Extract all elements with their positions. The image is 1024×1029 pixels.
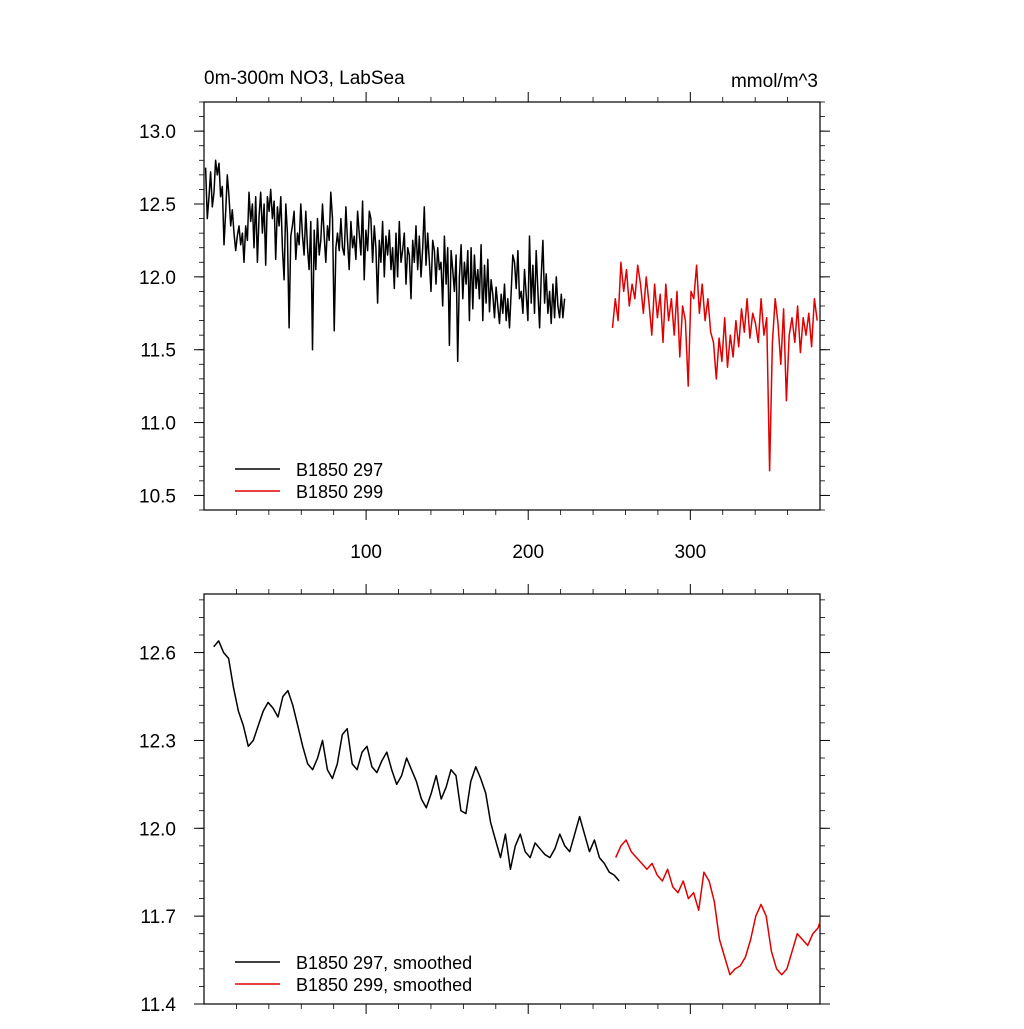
series-line-b1850-297-smoothed [213,640,620,882]
bottom-panel: 11.4 11.7 12.0 12.3 12.6 B1850 297, smoothed… [139,584,830,1016]
series-line-b1850-299 [611,261,818,472]
legend-label-b1850-299-smoothed: B1850 299, smoothed [296,975,472,995]
series-line-b1850-299-smoothed [615,839,821,976]
top-series-lines [204,159,818,472]
bottom-plot-frame [203,593,821,1005]
bottom-ytick-label: 12.0 [139,819,176,840]
bottom-ytick-label: 12.3 [139,731,176,752]
bottom-series-lines [213,640,821,976]
top-legend: B1850 297 B1850 299 [235,460,383,502]
bottom-ytick-label: 12.6 [139,644,176,665]
top-chart-title: 0m-300m NO3, LabSea [204,68,405,89]
top-panel: 10.5 11.0 11.5 12.0 12.5 13.0 100 200 300 0m-300… [139,68,830,563]
top-ytick-label: 12.5 [139,195,176,216]
top-ytick-label: 10.5 [139,486,176,507]
bottom-ytick-label: 11.4 [140,995,176,1016]
legend-label-b1850-297: B1850 297 [296,460,383,480]
top-xtick-label: 300 [674,542,706,563]
legend-label-b1850-299: B1850 299 [296,482,383,502]
top-ytick-label: 11.5 [140,341,176,362]
bottom-ytick-label: 11.7 [140,907,176,928]
bottom-axes: 11.4 11.7 12.0 12.3 12.6 [139,584,830,1016]
legend-label-b1850-297-smoothed: B1850 297, smoothed [296,953,472,973]
top-xtick-label: 200 [512,542,544,563]
top-ytick-label: 13.0 [139,122,176,143]
top-xtick-label: 100 [350,542,382,563]
top-ytick-label: 12.0 [139,268,176,289]
top-axes: 10.5 11.0 11.5 12.0 12.5 13.0 100 200 300 [139,92,830,563]
bottom-legend: B1850 297, smoothed B1850 299, smoothed [235,953,472,995]
series-line-b1850-297 [204,159,566,363]
top-ytick-label: 11.0 [140,414,176,435]
top-plot-frame [203,101,821,511]
top-chart-units: mmol/m^3 [731,71,818,92]
